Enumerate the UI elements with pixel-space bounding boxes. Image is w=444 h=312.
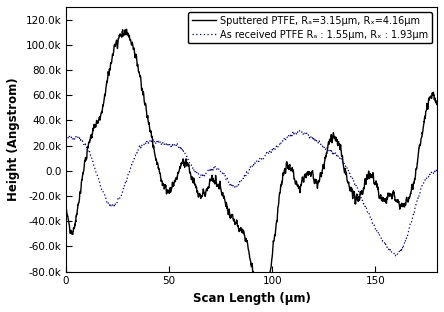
Sputtered PTFE, Rₐ=3.15μm, Rₓ=4.16μm [85,147,90,151]
As received PTFE Rₐ : 1.55μm, Rₓ : 1.93μm: (180, 251): 1.55μm, Rₓ : 1.93μm: (180, 251) [434,168,440,172]
Sputtered PTFE, Rₐ=3.15μm, Rₓ=4.16μm [124,27,129,31]
As received PTFE Rₐ : 1.55μm, Rₓ : 1.93μm: (73.4, 805): 1.55μm, Rₓ : 1.93μm: (73.4, 805) [215,168,220,172]
Legend: Sputtered PTFE, Rₐ=3.15μm, Rₓ=4.16μm, As received PTFE Rₐ : 1.55μm, Rₓ : 1.93μm: Sputtered PTFE, Rₐ=3.15μm, Rₓ=4.16μm, As… [188,12,432,43]
As received PTFE Rₐ : 1.55μm, Rₓ : 1.93μm: (113, 3.2e+04): 1.55μm, Rₓ : 1.93μm: (113, 3.2e+04) [297,129,302,132]
Sputtered PTFE, Rₐ=3.15μm, Rₓ=4.16μm [143,101,148,105]
Line: Sputtered PTFE, Rₐ=3.15μm, Rₓ=4.16μm: Sputtered PTFE, Rₐ=3.15μm, Rₓ=4.16μm [66,29,437,310]
As received PTFE Rₐ : 1.55μm, Rₓ : 1.93μm: (10.3, 1.72e+04): 1.55μm, Rₓ : 1.93μm: (10.3, 1.72e+04) [85,147,90,151]
Sputtered PTFE, Rₐ=3.15μm, Rₓ=4.16μm [63,205,69,208]
Sputtered PTFE, Rₐ=3.15μm, Rₓ=4.16μm [317,176,322,180]
As received PTFE Rₐ : 1.55μm, Rₓ : 1.93μm: (123, 2.29e+04): 1.55μm, Rₓ : 1.93μm: (123, 2.29e+04) [317,140,322,144]
As received PTFE Rₐ : 1.55μm, Rₓ : 1.93μm: (67.3, -3.45e+03): 1.55μm, Rₓ : 1.93μm: (67.3, -3.45e+03) [202,173,207,177]
Sputtered PTFE, Rₐ=3.15μm, Rₓ=4.16μm [202,194,208,198]
As received PTFE Rₐ : 1.55μm, Rₓ : 1.93μm: (38.4, 2.23e+04): 1.55μm, Rₓ : 1.93μm: (38.4, 2.23e+04) [143,141,148,144]
X-axis label: Scan Length (μm): Scan Length (μm) [193,292,310,305]
Line: As received PTFE Rₐ : 1.55μm, Rₓ : 1.93μm: As received PTFE Rₐ : 1.55μm, Rₓ : 1.93μ… [66,130,437,256]
Sputtered PTFE, Rₐ=3.15μm, Rₓ=4.16μm [434,102,440,106]
Y-axis label: Height (Angstrom): Height (Angstrom) [7,77,20,201]
Sputtered PTFE, Rₐ=3.15μm, Rₓ=4.16μm [217,183,222,186]
As received PTFE Rₐ : 1.55μm, Rₓ : 1.93μm: (160, -6.74e+04): 1.55μm, Rₓ : 1.93μm: (160, -6.74e+04) [393,254,398,258]
Sputtered PTFE, Rₐ=3.15μm, Rₓ=4.16μm [259,309,264,312]
As received PTFE Rₐ : 1.55μm, Rₓ : 1.93μm: (0, 2.44e+04): 1.55μm, Rₓ : 1.93μm: (0, 2.44e+04) [63,138,69,142]
Sputtered PTFE, Rₐ=3.15μm, Rₓ=4.16μm [215,184,220,188]
As received PTFE Rₐ : 1.55μm, Rₓ : 1.93μm: (74.3, 936): 1.55μm, Rₓ : 1.93μm: (74.3, 936) [217,168,222,172]
